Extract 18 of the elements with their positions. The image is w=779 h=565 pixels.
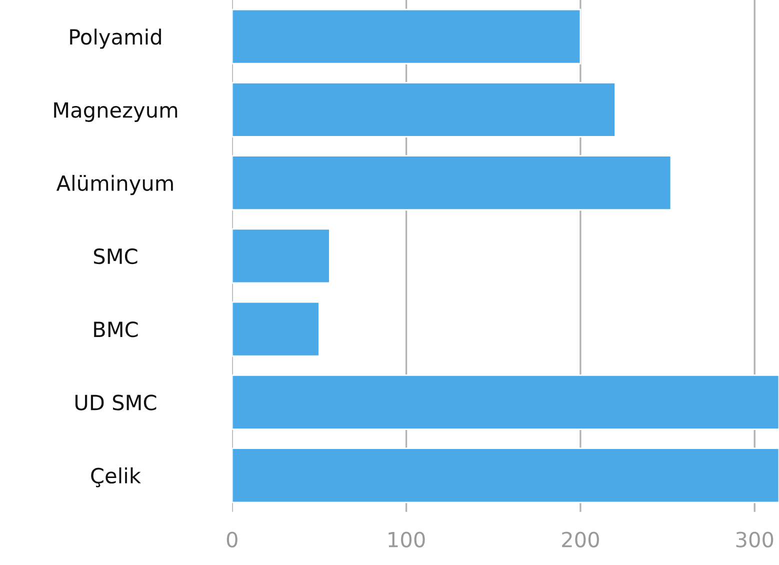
x-tick-label: 300 [736,532,774,548]
bar [232,155,672,211]
y-tick-label: Magnezyum [54,102,178,122]
bar [232,8,582,64]
x-tick-label: 0 [226,532,238,548]
y-tick-label: Alüminyum [56,174,173,196]
bar [232,301,320,357]
x-tick-label: 100 [388,532,425,548]
bar [232,374,779,430]
y-tick-label: SMC [94,248,138,264]
bar [232,82,616,138]
y-tick-label: Polyamid [70,28,161,49]
y-tick-label: Çelik [91,467,141,488]
bar [232,448,779,504]
bar [232,228,330,284]
x-tick-label: 200 [562,532,599,548]
y-tick-label: UD SMC [75,394,156,410]
y-tick-label: BMC [94,322,138,338]
